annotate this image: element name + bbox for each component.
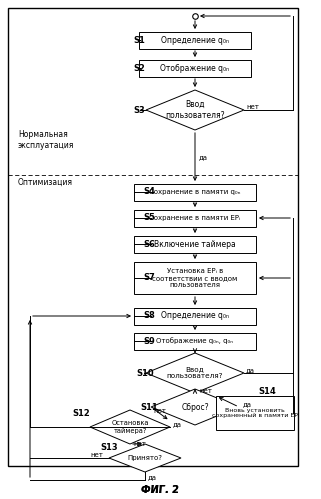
Text: нет: нет <box>90 452 103 458</box>
Text: Остановка
таймера?: Остановка таймера? <box>111 420 149 434</box>
Polygon shape <box>151 389 239 425</box>
Text: Нормальная
эксплуатация: Нормальная эксплуатация <box>18 130 74 150</box>
Polygon shape <box>109 444 181 472</box>
Bar <box>139 59 251 76</box>
Text: да: да <box>199 154 208 160</box>
Text: S2: S2 <box>133 63 145 72</box>
Text: Оптимизация: Оптимизация <box>18 178 73 187</box>
Text: Сохранение в памяти EPᵢ: Сохранение в памяти EPᵢ <box>149 215 241 221</box>
Text: S5: S5 <box>143 214 155 223</box>
Text: Отображение q₀ₙ: Отображение q₀ₙ <box>160 63 230 72</box>
Text: Отображение q₀ₙ, q₀ₙ: Отображение q₀ₙ, q₀ₙ <box>157 338 233 344</box>
Text: S8: S8 <box>143 311 155 320</box>
Text: Определение q₀ₙ: Определение q₀ₙ <box>161 311 229 320</box>
Text: S4: S4 <box>143 188 155 197</box>
Bar <box>139 31 251 48</box>
Text: S1: S1 <box>133 35 145 44</box>
Bar <box>216 396 294 430</box>
Bar <box>134 262 256 294</box>
Text: ФИГ. 2: ФИГ. 2 <box>141 485 179 495</box>
Text: нет: нет <box>199 388 212 394</box>
Bar <box>134 332 256 349</box>
Text: Установка EPᵢ в
соответствии с вводом
пользователя: Установка EPᵢ в соответствии с вводом по… <box>152 268 238 288</box>
Text: Определение q₀ₙ: Определение q₀ₙ <box>161 35 229 44</box>
Text: S13: S13 <box>100 443 117 452</box>
Text: Включение таймера: Включение таймера <box>154 240 236 249</box>
Text: Принято?: Принято? <box>127 455 162 461</box>
Bar <box>134 210 256 227</box>
Text: да: да <box>243 401 252 407</box>
Text: S3: S3 <box>133 105 145 114</box>
Text: Ввод
пользователя?: Ввод пользователя? <box>165 100 225 120</box>
Text: Вновь установить
сохраненный в памяти EPᵢ: Вновь установить сохраненный в памяти EP… <box>212 408 299 419</box>
Bar <box>134 307 256 324</box>
Text: S10: S10 <box>136 368 154 378</box>
Bar <box>134 184 256 201</box>
Text: S9: S9 <box>143 336 155 345</box>
Bar <box>134 236 256 252</box>
Text: да: да <box>148 474 157 480</box>
Text: S7: S7 <box>143 273 155 282</box>
Polygon shape <box>146 353 244 393</box>
Text: S14: S14 <box>258 387 276 396</box>
Text: нет: нет <box>153 408 166 414</box>
Polygon shape <box>146 90 244 130</box>
Text: да: да <box>246 367 255 373</box>
Text: Сброс?: Сброс? <box>181 403 209 412</box>
Text: ФИГ. 2: ФИГ. 2 <box>141 485 179 495</box>
Text: Ввод
пользователя?: Ввод пользователя? <box>167 366 223 380</box>
Text: S12: S12 <box>72 409 90 418</box>
Text: S6: S6 <box>143 240 155 249</box>
Polygon shape <box>90 410 170 444</box>
Text: Сохранение в памяти q₀ₙ: Сохранение в памяти q₀ₙ <box>149 189 241 195</box>
Text: нет: нет <box>246 104 259 110</box>
Text: да: да <box>173 421 182 427</box>
Text: S11: S11 <box>140 403 158 412</box>
Text: нет: нет <box>133 441 146 447</box>
